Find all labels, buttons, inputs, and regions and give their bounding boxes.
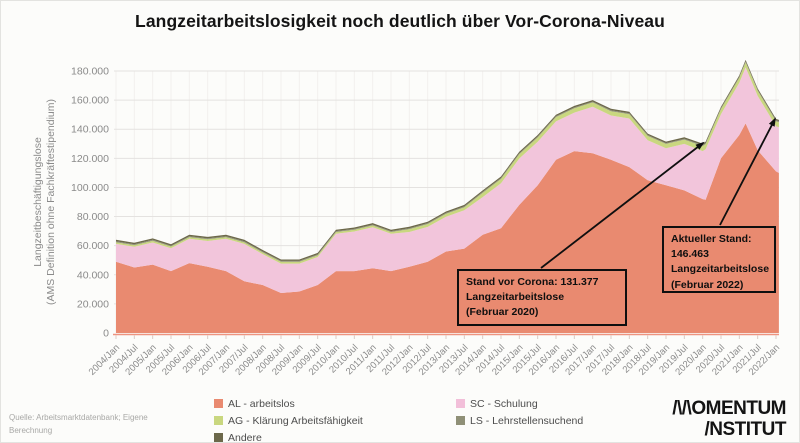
y-tick-label: 140.000 xyxy=(71,124,109,136)
y-tick-label: 120.000 xyxy=(71,153,109,165)
y-axis-title: Langzeitbeschäftigungslose xyxy=(32,137,44,267)
area-ag xyxy=(116,62,779,264)
area-andere xyxy=(116,59,779,261)
annotation-current: Aktueller Stand: 146.463 Langzeitarbeitslo… xyxy=(662,226,776,293)
legend-item: AG - Klärung Arbeitsfähigkeit xyxy=(214,412,363,429)
legend-label: Andere xyxy=(228,431,262,443)
momentum-logo-line1: /\/\OMENTUM xyxy=(672,398,786,419)
legend-swatch-icon xyxy=(214,433,223,442)
annotation-current-text: Aktueller Stand: xyxy=(671,233,752,245)
annotation-arrowhead xyxy=(695,141,705,150)
annotation-current-text: 146.463 xyxy=(671,248,709,261)
y-axis-title: (AMS Definition ohne Fachkräftestipendiu… xyxy=(45,99,57,305)
y-tick-label: 180.000 xyxy=(71,66,109,78)
annotation-arrow xyxy=(719,118,776,226)
y-tick-label: 0 xyxy=(103,328,109,340)
legend-column: AL - arbeitslos AG - Klärung Arbeitsfähig… xyxy=(214,395,363,443)
annotation-pre-corona-text: Stand vor Corona: 131.377 xyxy=(466,276,599,288)
legend-label: AL - arbeitslos xyxy=(228,397,295,410)
legend-label: SC - Schulung xyxy=(470,397,538,410)
annotation-arrow xyxy=(540,142,704,269)
legend-item: AL - arbeitslos xyxy=(214,395,363,412)
area-al xyxy=(116,123,779,334)
legend-swatch-icon xyxy=(456,399,465,408)
legend-swatch-icon xyxy=(214,416,223,425)
momentum-logo: /\/\OMENTUM /NSTITUT xyxy=(672,398,786,440)
annotation-pre-corona: Stand vor Corona: 131.377 Langzeitarbeits… xyxy=(457,269,627,326)
momentum-logo-line2: /NSTITUT xyxy=(704,419,787,440)
legend-swatch-icon xyxy=(456,416,465,425)
annotation-current-text: (Februar 2022) xyxy=(671,278,744,291)
annotation-pre-corona-text: Langzeitarbeitslose xyxy=(466,291,565,304)
chart-title: Langzeitarbeitslosigkeit noch deutlich ü… xyxy=(135,11,665,31)
legend-column: SC - Schulung LS - Lehrstellensuchend xyxy=(456,395,583,429)
y-tick-label: 100.000 xyxy=(71,182,109,194)
area-ls xyxy=(116,61,779,262)
legend-label: AG - Klärung Arbeitsfähigkeit xyxy=(228,414,363,427)
annotation-arrowhead xyxy=(768,117,776,127)
source-note: Quelle: Arbeitsmarktdatenbank; Eigene Be… xyxy=(9,412,148,438)
source-note-line2: Berechnung xyxy=(9,425,53,435)
area-sc xyxy=(116,67,779,294)
source-note-line1: Quelle: Arbeitsmarktdatenbank; Eigene xyxy=(9,413,148,422)
y-tick-label: 40.000 xyxy=(77,269,109,281)
y-tick-label: 80.000 xyxy=(77,211,109,223)
y-tick-label: 160.000 xyxy=(71,95,109,107)
annotation-pre-corona-text: (Februar 2020) xyxy=(466,306,539,319)
legend-label: LS - Lehrstellensuchend xyxy=(470,414,584,427)
legend-swatch-icon xyxy=(214,399,223,408)
annotation-current-text: Langzeitarbeitslose xyxy=(671,263,770,276)
y-tick-label: 60.000 xyxy=(77,240,109,252)
legend-item: Andere xyxy=(214,429,363,443)
legend-item: SC - Schulung xyxy=(456,395,583,412)
legend-item: LS - Lehrstellensuchend xyxy=(456,412,583,429)
y-tick-label: 20.000 xyxy=(77,298,109,310)
